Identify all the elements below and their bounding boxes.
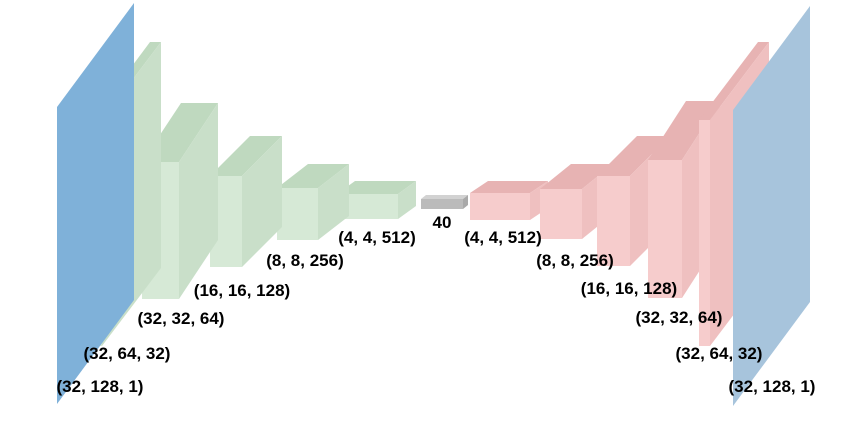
- encoder-label-3: (32, 32, 64): [138, 309, 225, 328]
- latent-block: [421, 195, 468, 209]
- input-layer-slab: [57, 3, 134, 404]
- encoder-label-4: (16, 16, 128): [194, 281, 290, 300]
- encoder: [57, 3, 416, 404]
- decoder-label-4: (32, 32, 64): [636, 308, 723, 327]
- encoder-label-2: (32, 64, 32): [84, 344, 171, 363]
- decoder-label-1: (4, 4, 512): [464, 228, 542, 247]
- latent-label: 40: [433, 213, 452, 232]
- output-layer-slab: [733, 6, 810, 406]
- decoder-label-5: (32, 64, 32): [676, 344, 763, 363]
- decoder-label-2: (8, 8, 256): [536, 251, 614, 270]
- encoder-label-5: (8, 8, 256): [266, 251, 344, 270]
- encoder-label-6: (4, 4, 512): [338, 228, 416, 247]
- encoder-label-1: (32, 128, 1): [57, 377, 144, 396]
- encoder-block-8x8x256: [277, 164, 349, 240]
- labels: (32, 128, 1) (32, 64, 32) (32, 32, 64) (…: [57, 213, 816, 396]
- decoder-label-6: (32, 128, 1): [729, 377, 816, 396]
- encoder-block-16x16x128: [210, 136, 282, 267]
- decoder-label-3: (16, 16, 128): [581, 279, 677, 298]
- decoder-block-4x4x512: [470, 181, 548, 220]
- decoder: [470, 6, 810, 406]
